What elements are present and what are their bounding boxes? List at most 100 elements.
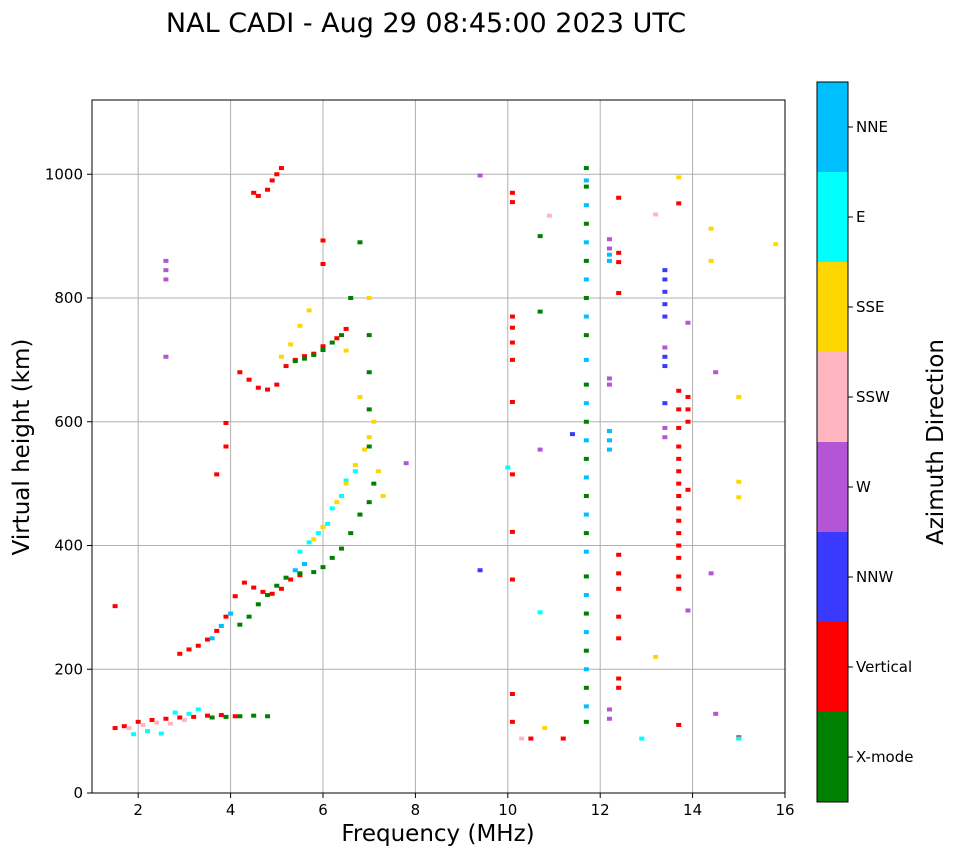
y-axis-ticks: 0 200 400 600 800 1000: [45, 165, 92, 802]
echo-mark: [232, 714, 238, 719]
echo-mark: [366, 296, 372, 300]
colorbar-segment: [817, 712, 848, 802]
echo-mark: [325, 521, 331, 526]
echo-mark: [606, 252, 612, 257]
echo-mark: [320, 565, 326, 570]
echo-mark: [163, 258, 169, 263]
echo-mark: [509, 190, 515, 195]
echo-mark: [380, 494, 386, 498]
echo-mark: [306, 308, 312, 313]
echo-mark: [251, 585, 257, 590]
echo-mark: [509, 529, 515, 534]
echo-mark: [606, 716, 612, 721]
echo-mark: [348, 296, 354, 300]
echo-mark: [583, 494, 589, 498]
echo-mark: [583, 296, 589, 300]
echo-mark: [676, 469, 682, 474]
echo-mark: [260, 589, 266, 594]
echo-mark: [237, 622, 243, 627]
echo-mark: [662, 345, 668, 350]
echo-mark: [237, 714, 243, 719]
echo-mark: [366, 435, 372, 440]
echo-mark: [509, 325, 515, 330]
echo-mark: [292, 359, 298, 364]
colorbar-tick-label: NNE: [856, 118, 888, 136]
echo-mark: [343, 326, 349, 331]
echo-mark: [218, 713, 224, 718]
echo-mark: [357, 512, 363, 517]
echo-mark: [163, 716, 169, 721]
echo-mark: [338, 546, 344, 551]
echo-mark: [112, 604, 118, 609]
echo-mark: [320, 524, 326, 529]
echo-mark: [606, 246, 612, 251]
echo-mark: [181, 717, 187, 722]
echo-mark: [606, 376, 612, 381]
echo-mark: [135, 719, 141, 724]
echo-mark: [685, 608, 691, 613]
echo-mark: [177, 715, 183, 720]
echo-mark: [186, 711, 192, 716]
echo-mark: [251, 713, 257, 718]
echo-mark: [366, 444, 372, 449]
echo-mark: [306, 540, 312, 545]
echo-mark: [736, 736, 742, 741]
echo-mark: [616, 250, 622, 255]
echo-mark: [223, 444, 229, 449]
colorbar-tick-label: Vertical: [856, 658, 912, 676]
y-tick-label: 200: [54, 660, 83, 678]
colorbar-tick-label: X-mode: [856, 748, 913, 766]
echo-mark: [583, 382, 589, 387]
echo-mark: [583, 221, 589, 226]
echo-mark: [283, 364, 289, 369]
echo-mark: [509, 692, 515, 696]
echo-mark: [676, 531, 682, 536]
echo-mark: [583, 401, 589, 406]
echo-mark: [186, 647, 192, 652]
echo-mark: [583, 648, 589, 653]
echo-mark: [209, 636, 215, 641]
echo-mark: [343, 478, 349, 483]
echo-mark: [583, 240, 589, 245]
echo-mark: [274, 172, 280, 177]
echo-mark: [302, 356, 308, 361]
echo-mark: [616, 291, 622, 296]
echo-mark: [214, 472, 220, 477]
echo-mark: [278, 586, 284, 591]
echo-mark: [653, 212, 659, 217]
echo-mark: [662, 314, 668, 319]
echo-mark: [121, 724, 127, 729]
echo-mark: [292, 568, 298, 573]
echo-mark: [195, 643, 201, 648]
echo-mark: [708, 258, 714, 263]
echo-mark: [537, 447, 543, 452]
echo-mark: [713, 370, 719, 375]
data-marks: [112, 166, 779, 741]
echo-mark: [662, 302, 668, 307]
echo-mark: [662, 364, 668, 369]
echo-mark: [583, 456, 589, 461]
echo-mark: [509, 200, 515, 205]
echo-mark: [583, 549, 589, 554]
echo-mark: [255, 385, 261, 390]
echo-mark: [509, 577, 515, 582]
echo-mark: [241, 580, 247, 585]
echo-mark: [477, 173, 483, 178]
echo-mark: [334, 500, 340, 505]
echo-mark: [583, 178, 589, 183]
echo-mark: [583, 667, 589, 672]
echo-mark: [662, 354, 668, 359]
echo-mark: [676, 444, 682, 449]
echo-mark: [676, 388, 682, 393]
echo-mark: [269, 591, 275, 596]
echo-mark: [583, 512, 589, 517]
echo-mark: [232, 594, 238, 599]
echo-mark: [509, 472, 515, 477]
echo-mark: [255, 602, 261, 607]
echo-mark: [371, 481, 377, 486]
echo-mark: [676, 425, 682, 430]
echo-mark: [676, 456, 682, 461]
echo-mark: [154, 720, 160, 725]
echo-mark: [606, 382, 612, 387]
echo-mark: [583, 184, 589, 189]
